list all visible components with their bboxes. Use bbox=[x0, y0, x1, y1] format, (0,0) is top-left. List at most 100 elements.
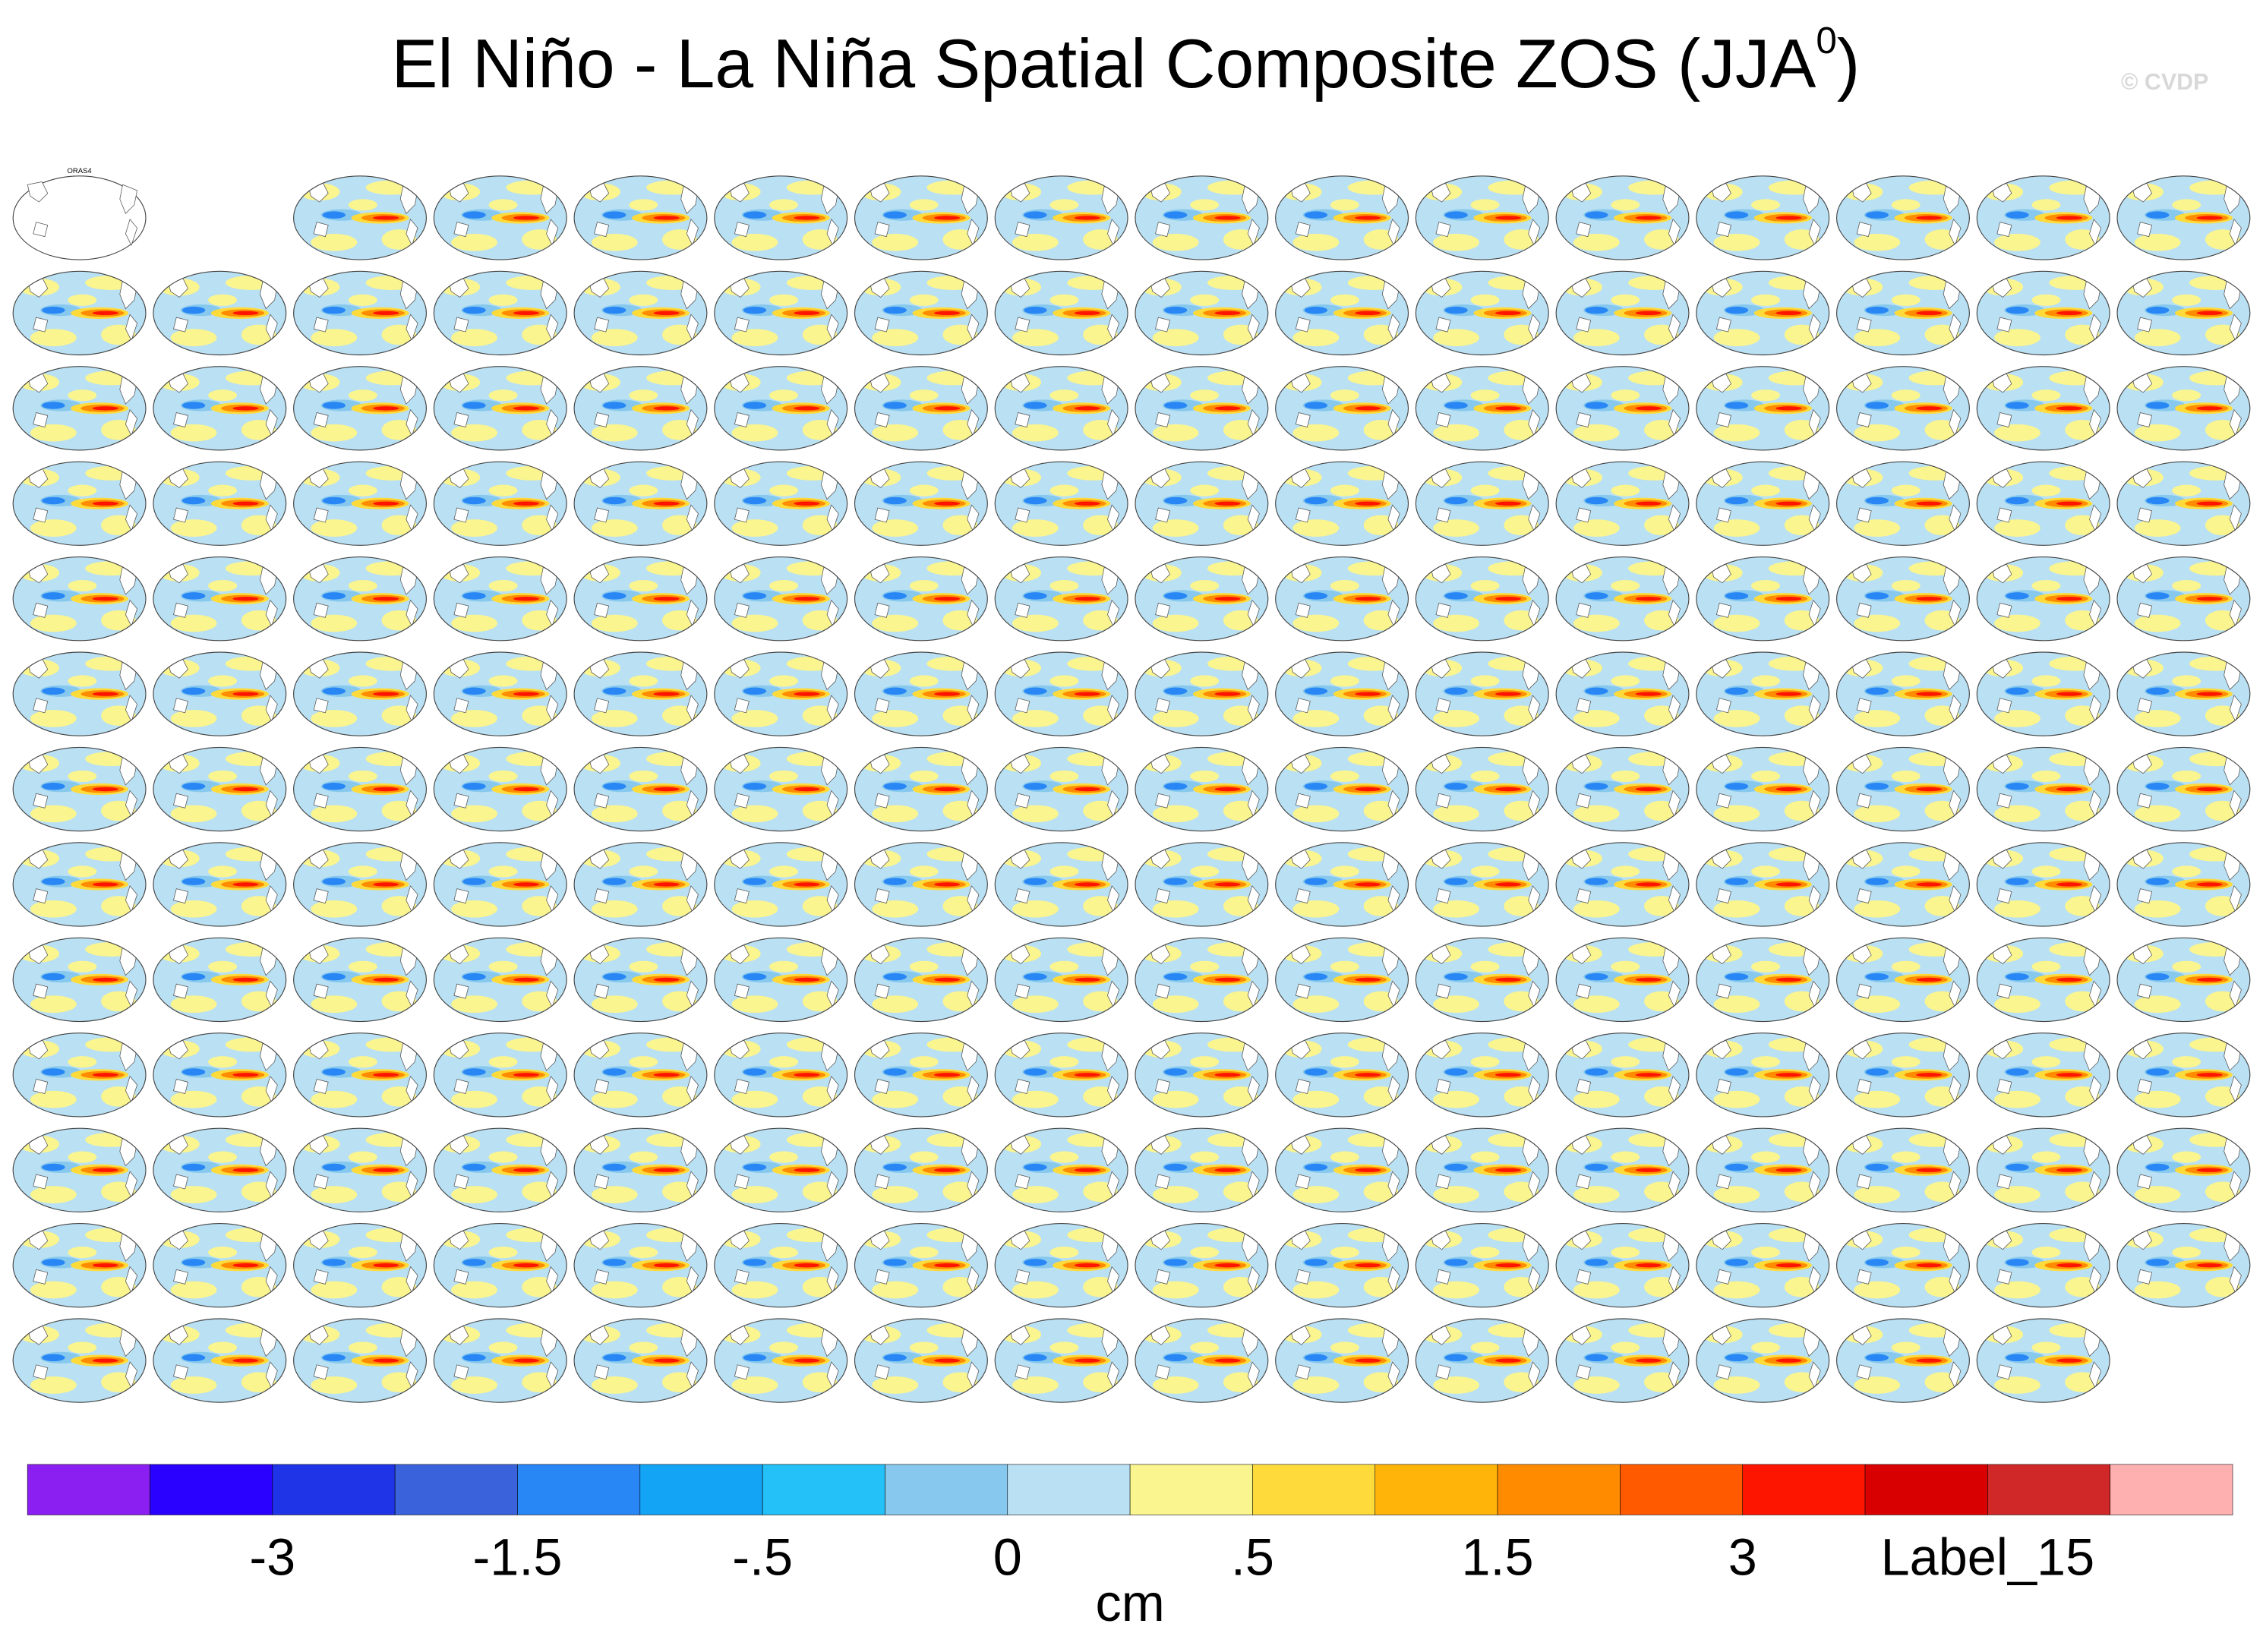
model-map bbox=[291, 1123, 429, 1218]
model-map bbox=[1974, 361, 2112, 456]
model-map bbox=[1413, 361, 1551, 456]
model-map bbox=[431, 456, 570, 551]
model-map bbox=[852, 1123, 990, 1218]
model-map bbox=[712, 1027, 850, 1122]
model-map bbox=[571, 1218, 709, 1313]
model-map bbox=[1693, 170, 1832, 265]
model-map bbox=[1834, 1218, 1972, 1313]
model-map bbox=[571, 742, 709, 837]
model-map bbox=[992, 1027, 1130, 1122]
model-map bbox=[1834, 456, 1972, 551]
model-map bbox=[291, 1218, 429, 1313]
model-map bbox=[431, 170, 570, 265]
model-map bbox=[2114, 742, 2252, 837]
colorbar-label: -1.5 bbox=[473, 1528, 563, 1586]
model-map bbox=[1553, 932, 1691, 1027]
model-map bbox=[1273, 1123, 1411, 1218]
model-map bbox=[1132, 1218, 1270, 1313]
model-map bbox=[1553, 170, 1691, 265]
model-map bbox=[150, 1123, 289, 1218]
model-map bbox=[852, 456, 990, 551]
model-map bbox=[1834, 1027, 1972, 1122]
colorbar-box bbox=[27, 1464, 150, 1515]
model-map bbox=[1553, 742, 1691, 837]
model-map bbox=[431, 1027, 570, 1122]
model-map bbox=[1413, 456, 1551, 551]
model-map bbox=[1974, 646, 2112, 741]
model-map bbox=[291, 551, 429, 646]
model-map bbox=[571, 456, 709, 551]
model-map bbox=[571, 837, 709, 932]
model-map bbox=[1974, 1027, 2112, 1122]
model-map bbox=[852, 742, 990, 837]
model-map bbox=[1273, 1313, 1411, 1408]
model-map bbox=[1273, 361, 1411, 456]
model-map bbox=[992, 266, 1130, 361]
model-map bbox=[852, 837, 990, 932]
colorbar-box bbox=[1987, 1464, 2110, 1515]
model-map bbox=[992, 551, 1130, 646]
colorbar-box bbox=[1497, 1464, 1621, 1515]
model-map bbox=[1693, 837, 1832, 932]
title-superscript: 0 bbox=[1816, 20, 1836, 61]
model-map bbox=[1132, 1123, 1270, 1218]
model-map bbox=[1273, 1218, 1411, 1313]
model-map bbox=[1553, 1027, 1691, 1122]
colorbar-box bbox=[1742, 1464, 1866, 1515]
model-map bbox=[431, 646, 570, 741]
model-map bbox=[10, 646, 148, 741]
model-map bbox=[2114, 361, 2252, 456]
model-map bbox=[431, 837, 570, 932]
model-map bbox=[10, 551, 148, 646]
model-map bbox=[992, 1313, 1130, 1408]
model-map bbox=[712, 551, 850, 646]
colorbar-box bbox=[885, 1464, 1008, 1515]
model-map bbox=[1693, 266, 1832, 361]
model-map bbox=[1974, 932, 2112, 1027]
model-map bbox=[1553, 551, 1691, 646]
model-map bbox=[571, 1313, 709, 1408]
model-map bbox=[1132, 551, 1270, 646]
model-map bbox=[1413, 551, 1551, 646]
model-map bbox=[1273, 1027, 1411, 1122]
model-map bbox=[1132, 646, 1270, 741]
model-map bbox=[712, 266, 850, 361]
colorbar-label: -.5 bbox=[732, 1528, 793, 1586]
model-map bbox=[1273, 742, 1411, 837]
model-map bbox=[2114, 932, 2252, 1027]
model-map bbox=[1413, 1218, 1551, 1313]
model-map bbox=[571, 1123, 709, 1218]
model-map bbox=[992, 1123, 1130, 1218]
model-map bbox=[1132, 266, 1270, 361]
model-map bbox=[1132, 1313, 1270, 1408]
model-map bbox=[1974, 837, 2112, 932]
model-map bbox=[1273, 646, 1411, 741]
model-map bbox=[1413, 837, 1551, 932]
model-map bbox=[431, 932, 570, 1027]
model-map bbox=[291, 646, 429, 741]
model-map bbox=[1413, 646, 1551, 741]
model-map bbox=[1974, 1123, 2112, 1218]
model-map bbox=[2114, 170, 2252, 265]
model-map bbox=[291, 1027, 429, 1122]
model-map bbox=[10, 837, 148, 932]
model-map bbox=[852, 932, 990, 1027]
model-map bbox=[852, 1218, 990, 1313]
colorbar-box bbox=[394, 1464, 518, 1515]
model-map bbox=[1693, 1218, 1832, 1313]
model-map bbox=[2114, 1123, 2252, 1218]
model-map bbox=[852, 361, 990, 456]
model-map bbox=[1413, 742, 1551, 837]
colorbar-label: -3 bbox=[249, 1528, 295, 1586]
colorbar-box bbox=[517, 1464, 641, 1515]
model-map bbox=[1273, 551, 1411, 646]
model-map bbox=[1553, 456, 1691, 551]
model-map bbox=[1273, 932, 1411, 1027]
colorbar-box bbox=[639, 1464, 763, 1515]
obs-label: ORAS4 bbox=[67, 167, 91, 175]
colorbar-label: 3 bbox=[1728, 1528, 1757, 1586]
model-map bbox=[150, 932, 289, 1027]
model-map bbox=[1413, 1123, 1551, 1218]
map-panels: ORAS4 bbox=[10, 167, 2252, 1408]
model-map bbox=[1553, 837, 1691, 932]
